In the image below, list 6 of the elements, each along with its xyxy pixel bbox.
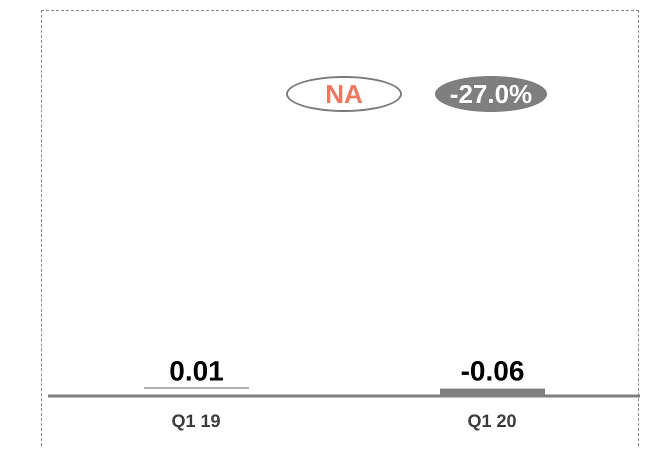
data-label: 0.01 bbox=[169, 356, 224, 387]
x-tick-label: Q1 20 bbox=[467, 410, 517, 431]
x-tick-label: Q1 19 bbox=[171, 410, 221, 431]
text: NA bbox=[286, 76, 402, 112]
data-label: -0.06 bbox=[460, 356, 524, 387]
text: -27.0% bbox=[435, 76, 547, 112]
